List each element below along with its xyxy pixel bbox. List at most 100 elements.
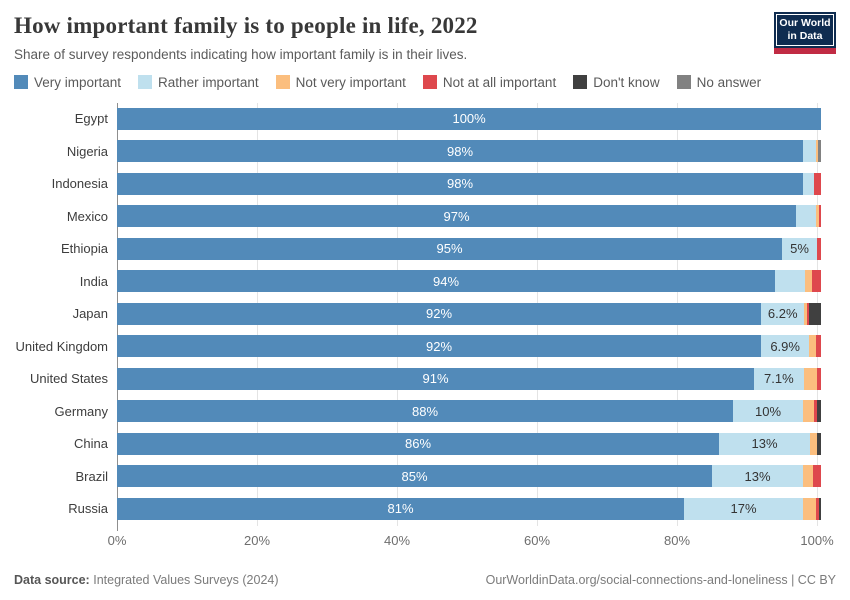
bar-row: United Kingdom 92% 6.9% bbox=[14, 330, 836, 363]
bar-segment-rather-important[interactable]: 17% bbox=[684, 497, 803, 520]
legend-item[interactable]: Don't know bbox=[573, 75, 660, 90]
bar-segment-rather-important[interactable]: 5% bbox=[782, 237, 817, 260]
stacked-bar: 98% bbox=[117, 140, 822, 163]
country-label[interactable]: Nigeria bbox=[66, 143, 108, 159]
country-label[interactable]: Russia bbox=[68, 501, 108, 517]
bar-segment-don-t-know[interactable] bbox=[819, 497, 822, 520]
owid-logo[interactable]: Our World in Data bbox=[774, 12, 836, 54]
value-label: 85% bbox=[401, 468, 428, 484]
country-label[interactable]: Egypt bbox=[74, 111, 108, 127]
bar-row: Russia 81% 17% bbox=[14, 493, 836, 526]
value-label: 88% bbox=[411, 403, 439, 419]
bar-segment-rather-important[interactable]: 13% bbox=[712, 465, 803, 488]
value-label: 94% bbox=[432, 273, 460, 289]
bar-segment-not-very-important[interactable] bbox=[804, 302, 808, 325]
value-label: 5% bbox=[790, 241, 809, 257]
bar-segment-very-important[interactable]: 86% bbox=[117, 432, 719, 455]
country-label[interactable]: Ethiopia bbox=[61, 241, 108, 257]
bar-segment-very-important[interactable]: 98% bbox=[117, 172, 803, 195]
bar-segment-very-important[interactable]: 85% bbox=[117, 465, 712, 488]
bar-segment-very-important[interactable]: 92% bbox=[117, 302, 761, 325]
bar-segment-very-important[interactable]: 91% bbox=[117, 367, 754, 390]
footer-link[interactable]: OurWorldinData.org/social-connections-an… bbox=[485, 573, 836, 587]
bar-segment-not-very-important[interactable] bbox=[816, 140, 819, 163]
bar-row: China 86% 13% bbox=[14, 428, 836, 461]
bar-segment-very-important[interactable]: 97% bbox=[117, 205, 796, 228]
bar-segment-not-at-all-important[interactable] bbox=[815, 497, 820, 520]
legend-item[interactable]: Rather important bbox=[138, 75, 259, 90]
bar-segment-don-t-know[interactable] bbox=[816, 400, 822, 423]
legend-swatch bbox=[14, 75, 28, 90]
bar-segment-not-very-important[interactable] bbox=[803, 465, 813, 488]
bar-segment-very-important[interactable]: 81% bbox=[117, 497, 684, 520]
bar-segment-rather-important[interactable]: 13% bbox=[719, 432, 810, 455]
value-label: 86% bbox=[404, 436, 432, 452]
owid-logo-stripe bbox=[774, 48, 836, 54]
bar-segment-not-very-important[interactable] bbox=[810, 432, 817, 455]
legend-label: Not at all important bbox=[442, 74, 557, 90]
bar-segment-rather-important[interactable] bbox=[803, 140, 817, 163]
country-label[interactable]: Indonesia bbox=[51, 176, 108, 192]
stacked-bar: 95% 5% bbox=[117, 237, 822, 260]
bar-segment-not-at-all-important[interactable] bbox=[816, 335, 822, 358]
stacked-bar: 88% 10% bbox=[117, 400, 822, 423]
bar-segment-not-very-important[interactable] bbox=[803, 400, 815, 423]
bar-segment-not-at-all-important[interactable] bbox=[817, 237, 822, 260]
legend-item[interactable]: Not very important bbox=[275, 74, 406, 90]
bar-segment-not-very-important[interactable] bbox=[803, 367, 817, 390]
country-label[interactable]: United Kingdom bbox=[15, 338, 109, 354]
bar-segment-rather-important[interactable] bbox=[775, 270, 806, 293]
bar-segment-don-t-know[interactable] bbox=[817, 432, 822, 455]
bar-row: Japan 92% 6.2% bbox=[14, 298, 836, 331]
legend-item[interactable]: No answer bbox=[676, 75, 761, 90]
legend-item[interactable]: Not at all important bbox=[422, 74, 557, 90]
bar-segment-very-important[interactable]: 94% bbox=[117, 270, 775, 293]
bar-segment-very-important[interactable]: 100% bbox=[117, 107, 822, 130]
chart-subtitle: Share of survey respondents indicating h… bbox=[14, 46, 468, 62]
bar-segment-very-important[interactable]: 88% bbox=[117, 400, 733, 423]
country-label[interactable]: Brazil bbox=[75, 468, 108, 484]
bar-segment-not-very-important[interactable] bbox=[803, 497, 816, 520]
bar-segment-rather-important[interactable]: 7.1% bbox=[754, 367, 804, 390]
bar-row: Indonesia 98% bbox=[14, 168, 836, 201]
rows: Egypt 100% Nigeria 98% Indonesia 98% Mexico 97%… bbox=[14, 103, 836, 526]
country-label[interactable]: United States bbox=[29, 371, 108, 387]
bar-row: Brazil 85% 13% bbox=[14, 460, 836, 493]
bar-row: Ethiopia 95% 5% bbox=[14, 233, 836, 266]
bar-segment-not-at-all-important[interactable] bbox=[814, 400, 817, 423]
bar-segment-don-t-know[interactable] bbox=[809, 302, 822, 325]
bar-segment-not-at-all-important[interactable] bbox=[812, 270, 822, 293]
bar-segment-rather-important[interactable]: 6.9% bbox=[761, 335, 810, 358]
country-label[interactable]: Mexico bbox=[66, 208, 108, 224]
bar-segment-not-at-all-important[interactable] bbox=[819, 205, 822, 228]
stacked-bar: 85% 13% bbox=[117, 465, 822, 488]
value-label: 17% bbox=[730, 501, 757, 517]
country-label[interactable]: Japan bbox=[72, 306, 108, 322]
bar-segment-rather-important[interactable] bbox=[803, 172, 815, 195]
country-label[interactable]: India bbox=[79, 273, 108, 289]
bar-segment-not-very-important[interactable] bbox=[805, 270, 813, 293]
bar-segment-not-at-all-important[interactable] bbox=[807, 302, 810, 325]
bar-segment-rather-important[interactable]: 10% bbox=[733, 400, 803, 423]
bar-segment-not-very-important[interactable] bbox=[809, 335, 817, 358]
value-label: 98% bbox=[446, 176, 474, 192]
bar-segment-very-important[interactable]: 92% bbox=[117, 335, 761, 358]
bar-segment-not-very-important[interactable] bbox=[815, 205, 820, 228]
bar-segment-not-at-all-important[interactable] bbox=[816, 367, 822, 390]
value-label: 97% bbox=[443, 208, 470, 224]
x-tick-label: 20% bbox=[243, 533, 271, 549]
country-label[interactable]: Germany bbox=[54, 403, 108, 419]
bar-segment-rather-important[interactable]: 6.2% bbox=[761, 302, 805, 325]
bar-segment-not-at-all-important[interactable] bbox=[814, 172, 822, 195]
bar-segment-not-at-all-important[interactable] bbox=[812, 465, 822, 488]
legend-item[interactable]: Very important bbox=[14, 75, 121, 90]
header: How important family is to people in lif… bbox=[0, 0, 850, 62]
bar-segment-very-important[interactable]: 95% bbox=[117, 237, 782, 260]
x-tick-label: 40% bbox=[383, 533, 411, 549]
country-label[interactable]: China bbox=[74, 436, 108, 452]
stacked-bar: 91% 7.1% bbox=[117, 367, 822, 390]
bar-segment-very-important[interactable]: 98% bbox=[117, 140, 803, 163]
bar-segment-rather-important[interactable] bbox=[796, 205, 816, 228]
bar-segment-no-answer[interactable] bbox=[818, 140, 822, 163]
legend-label: Not very important bbox=[295, 74, 406, 90]
